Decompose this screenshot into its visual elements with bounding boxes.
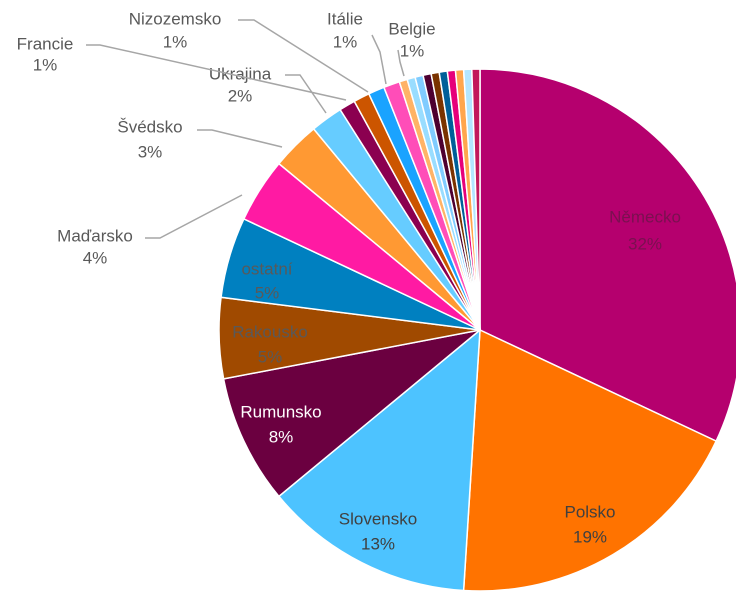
slice-value-label: 3% — [138, 142, 163, 161]
pie-slice — [277, 328, 481, 592]
slice-value-label: 5% — [258, 347, 283, 366]
leader-line — [397, 49, 405, 77]
slice-value-label: 4% — [83, 248, 108, 267]
slice-label: Polsko — [564, 502, 615, 521]
leader-line — [238, 19, 369, 93]
slice-label: Nizozemsko — [129, 9, 222, 28]
slice-value-label: 1% — [400, 41, 425, 60]
pie-slice — [471, 68, 481, 331]
leader-line — [285, 74, 327, 114]
slice-label: Francie — [17, 34, 74, 53]
slice-value-label: 32% — [628, 234, 662, 253]
leader-line — [197, 129, 283, 148]
pie-slice — [222, 329, 481, 498]
pie-slice — [462, 328, 718, 592]
slice-label: Rakousko — [232, 322, 308, 341]
leader-line — [145, 194, 243, 239]
slice-value-label: 1% — [33, 55, 58, 74]
slice-value-label: 5% — [255, 283, 280, 302]
slice-label: Itálie — [327, 9, 363, 28]
slice-label: ostatní — [241, 259, 292, 278]
slice-label: Slovensko — [339, 509, 417, 528]
slice-label: Švédsko — [117, 117, 182, 136]
slice-label: Belgie — [388, 19, 435, 38]
slice-value-label: 1% — [163, 32, 188, 51]
leader-line — [86, 44, 347, 101]
slice-value-label: 19% — [573, 527, 607, 546]
slice-label: Německo — [609, 207, 681, 226]
slice-value-label: 8% — [269, 427, 294, 446]
slice-value-label: 1% — [333, 32, 358, 51]
slice-label: Ukrajina — [209, 64, 272, 83]
slice-value-label: 13% — [361, 534, 395, 553]
slice-label: Rumunsko — [240, 402, 321, 421]
slice-value-label: 2% — [228, 86, 253, 105]
pie-slice — [479, 68, 736, 443]
slice-label: Maďarsko — [57, 226, 133, 245]
leader-line — [371, 34, 387, 85]
